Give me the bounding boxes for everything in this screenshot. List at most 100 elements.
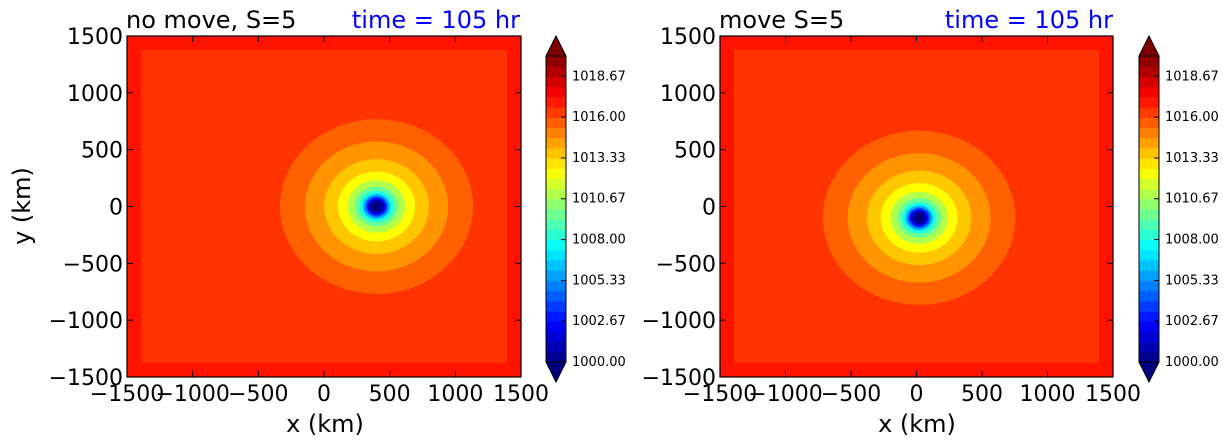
colorbar-tick-label: 1013.33: [572, 151, 626, 166]
colorbar-tick-label: 1010.67: [572, 192, 626, 207]
colorbar-segment: [546, 178, 566, 190]
heatmap-plot-area: [126, 35, 522, 378]
x-tick-label: 1000: [427, 382, 483, 407]
colorbar-segment: [546, 300, 566, 312]
colorbar-segment: [1139, 219, 1159, 230]
contour-band: [371, 202, 382, 211]
x-tick-label: −1500: [90, 382, 164, 407]
colorbar-segment: [546, 76, 566, 88]
y-tick-label: 500: [674, 139, 716, 164]
colorbar-tick-label: 1000.00: [1165, 355, 1219, 370]
y-tick-label: 500: [81, 139, 123, 164]
colorbar-tick-label: 1016.00: [1165, 110, 1219, 125]
colorbar-segment: [1139, 158, 1159, 169]
y-tick-label: −1000: [642, 309, 716, 334]
colorbar-segment: [546, 249, 566, 261]
colorbar-segment: [546, 209, 566, 220]
x-tick-label: −500: [821, 382, 881, 407]
colorbar-segment: [1139, 76, 1159, 88]
colorbar-extend-min: [545, 361, 567, 384]
x-axis-label: x (km): [878, 410, 956, 438]
colorbar-segment: [546, 351, 566, 363]
colorbar-segment: [546, 198, 566, 210]
y-tick-label: 1500: [67, 25, 123, 50]
x-axis-label: x (km): [286, 410, 364, 438]
x-tick-label: 1000: [1020, 382, 1076, 407]
colorbar-tick-label: 1010.67: [1165, 192, 1219, 207]
heatmap-plot-area: [719, 35, 1114, 378]
x-tick-label: 1500: [1085, 382, 1141, 407]
colorbar: 1000.00 1002.67 1005.33 1008.00 1010.67 1013.…: [545, 34, 626, 384]
colorbar-segment: [546, 341, 566, 353]
colorbar-tick-label: 1005.33: [572, 273, 626, 288]
colorbar-segment: [1139, 280, 1159, 292]
colorbar-segment: [1139, 351, 1159, 363]
colorbar-segment: [546, 56, 566, 67]
colorbar-segment: [546, 280, 566, 292]
colorbar-tick-label: 1000.00: [572, 355, 626, 370]
x-tick-label: −1000: [748, 382, 822, 407]
colorbar-segment: [546, 127, 566, 139]
y-tick-label: −500: [656, 252, 716, 277]
colorbar-segment: [546, 168, 566, 179]
x-tick-label: 0: [910, 382, 924, 407]
y-axis-label: y (km): [8, 167, 36, 245]
colorbar-segment: [1139, 239, 1159, 251]
colorbar-segment: [1139, 331, 1159, 343]
colorbar-segment: [1139, 56, 1159, 67]
colorbar-segment: [1139, 86, 1159, 98]
y-tick-label: −1500: [49, 366, 123, 391]
axis-ticks: −1500−1000−500 0 500 1000 1500−1500−1000−500…: [49, 25, 549, 407]
colorbar: 1000.00 1002.67 1005.33 1008.00 1010.67 1013.…: [1138, 34, 1219, 384]
colorbar-segment: [546, 86, 566, 98]
y-tick-label: −500: [63, 252, 123, 277]
colorbar-tick-label: 1002.67: [572, 314, 626, 329]
colorbar-segment: [1139, 178, 1159, 190]
colorbar-segment: [1139, 168, 1159, 179]
colorbar-segment: [546, 229, 566, 241]
colorbar-segment: [546, 137, 566, 149]
colorbar-extend-max: [545, 34, 567, 57]
colorbar-segment: [546, 107, 566, 118]
colorbar-segment: [1139, 117, 1159, 128]
y-tick-label: 0: [109, 196, 123, 221]
chart-title: move S=5: [719, 6, 844, 34]
colorbar-extend-max: [1138, 34, 1160, 57]
colorbar-segment: [546, 117, 566, 128]
x-tick-label: 1500: [493, 382, 549, 407]
colorbar-segment: [546, 147, 566, 159]
colorbar-segment: [1139, 198, 1159, 210]
colorbar-segment: [1139, 209, 1159, 220]
colorbar-segment: [546, 66, 566, 77]
y-tick-label: 1000: [67, 82, 123, 107]
pressure-field: [720, 36, 1113, 377]
colorbar-segment: [1139, 321, 1159, 332]
colorbar-segment: [1139, 66, 1159, 77]
colorbar-segment: [546, 219, 566, 230]
colorbar-segment: [546, 188, 566, 200]
x-tick-label: −500: [228, 382, 288, 407]
colorbar-tick-label: 1016.00: [572, 110, 626, 125]
x-tick-label: 500: [369, 382, 411, 407]
colorbar-segment: [546, 321, 566, 332]
colorbar-segment: [546, 290, 566, 302]
y-tick-label: 1000: [660, 82, 716, 107]
colorbar-segment: [546, 270, 566, 281]
x-tick-label: −1000: [155, 382, 229, 407]
time-label: time = 105 hr: [352, 6, 520, 34]
colorbar-segment: [1139, 270, 1159, 281]
colorbar-segment: [1139, 96, 1159, 108]
colorbar-tick-label: 1008.00: [1165, 233, 1219, 248]
colorbar-segment: [1139, 229, 1159, 241]
panel-no-move: no move, S=5 time = 105 hr −1500−1000−50…: [8, 6, 626, 438]
colorbar-segment: [546, 239, 566, 251]
colorbar-segment: [1139, 260, 1159, 271]
colorbar-segment: [1139, 137, 1159, 149]
colorbar-segment: [546, 96, 566, 108]
colorbar-tick-label: 1008.00: [572, 233, 626, 248]
colorbar-tick-label: 1002.67: [1165, 314, 1219, 329]
contour-band: [914, 213, 925, 223]
colorbar-segment: [1139, 290, 1159, 302]
colorbar-segment: [1139, 311, 1159, 322]
